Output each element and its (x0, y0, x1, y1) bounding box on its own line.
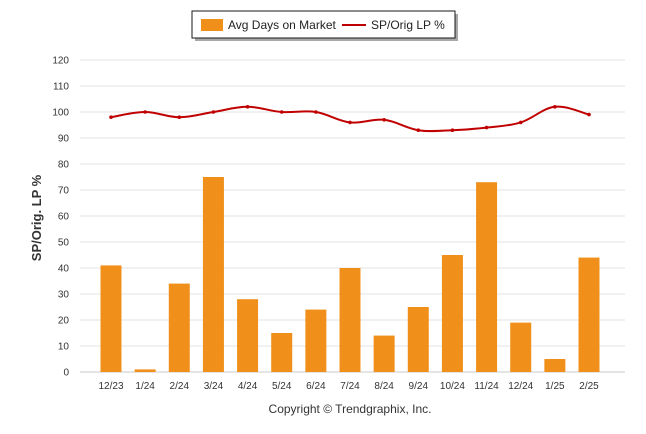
line-point-sp-orig-lp (245, 105, 250, 109)
line-point-sp-orig-lp (518, 120, 523, 125)
line-point-sp-orig-lp (348, 120, 352, 125)
x-tick-label: 1/25 (545, 381, 565, 392)
sp-orig-line-series (109, 105, 591, 133)
x-tick-label: 1/24 (135, 381, 155, 392)
bar-avg-days (407, 307, 429, 372)
line-sp-orig-lp (110, 105, 590, 133)
legend-bar-label: Avg Days on Market (228, 18, 336, 32)
y-tick-label: 60 (58, 212, 70, 223)
x-axis-ticks: 12/23 1/24 2/24 3/24 4/24 5/24 6/24 7/24 8/24 9/2… (98, 381, 599, 392)
x-tick-label: 10/24 (440, 381, 465, 392)
bar-avg-days (339, 268, 361, 372)
x-tick-label: 5/24 (272, 381, 292, 392)
bar-avg-days (271, 333, 293, 372)
x-tick-label: 4/24 (238, 381, 258, 392)
bar-avg-days (305, 309, 327, 372)
bar-avg-days (237, 299, 259, 372)
y-tick-label: 90 (58, 134, 70, 145)
y-tick-label: 80 (58, 160, 70, 171)
x-tick-label: 2/25 (579, 381, 599, 392)
x-tick-label: 11/24 (474, 381, 499, 392)
y-axis-ticks: 0 10 20 30 40 50 60 70 80 90 100 110 120 (52, 56, 69, 379)
bar-avg-days (476, 182, 498, 372)
x-tick-label: 2/24 (170, 381, 190, 392)
bar-avg-days (100, 265, 122, 372)
bars (100, 177, 600, 372)
y-tick-label: 20 (58, 316, 70, 327)
y-axis-label: SP/Orig. LP % (29, 174, 44, 261)
x-tick-label: 12/23 (98, 381, 123, 392)
bar-avg-days (373, 335, 395, 372)
x-tick-label: 9/24 (409, 381, 429, 392)
y-tick-label: 120 (52, 56, 69, 67)
bar-avg-days (510, 322, 532, 372)
bar-avg-days (134, 369, 156, 372)
line-point-sp-orig-lp (382, 118, 386, 122)
line-point-sp-orig-lp (484, 125, 489, 130)
bar-avg-days (202, 177, 224, 372)
line-point-sp-orig-lp (109, 115, 113, 119)
y-tick-label: 100 (52, 108, 69, 119)
line-point-sp-orig-lp (553, 105, 557, 109)
line-point-sp-orig-lp (587, 112, 591, 117)
y-tick-label: 70 (58, 186, 70, 197)
line-point-sp-orig-lp (314, 110, 318, 114)
legend: Avg Days on Market SP/Orig LP % (191, 10, 458, 41)
legend-box (191, 10, 456, 39)
copyright-text: Copyright © Trendgraphix, Inc. (269, 402, 432, 416)
line-point-sp-orig-lp (416, 128, 421, 132)
y-tick-label: 110 (53, 82, 69, 93)
y-tick-label: 30 (58, 290, 70, 301)
line-point-sp-orig-lp (279, 110, 284, 114)
bar-avg-days (544, 359, 566, 372)
x-tick-label: 3/24 (204, 381, 224, 392)
y-tick-label: 0 (63, 368, 69, 379)
legend-line-label: SP/Orig LP % (371, 18, 445, 32)
x-tick-label: 6/24 (306, 381, 326, 392)
y-tick-label: 10 (58, 342, 70, 353)
bar-avg-days (168, 283, 190, 372)
bar-avg-days (441, 255, 463, 372)
x-tick-label: 7/24 (340, 381, 360, 392)
x-tick-label: 8/24 (374, 381, 394, 392)
y-tick-label: 40 (58, 264, 70, 275)
line-point-sp-orig-lp (177, 115, 182, 119)
line-point-sp-orig-lp (143, 110, 147, 114)
x-tick-label: 12/24 (508, 381, 533, 392)
bar-avg-days (578, 257, 600, 372)
line-point-sp-orig-lp (450, 128, 455, 132)
legend-bar-swatch (201, 19, 223, 31)
y-tick-label: 50 (58, 238, 70, 249)
line-point-sp-orig-lp (211, 110, 216, 114)
